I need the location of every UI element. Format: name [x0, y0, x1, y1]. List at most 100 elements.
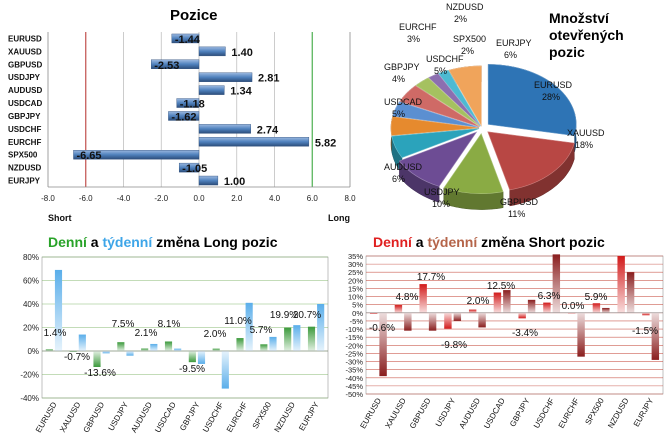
short-title-weekly: týdenní: [427, 234, 478, 250]
short-ytick-label: -10%: [345, 325, 363, 334]
long-bar-denn--usdjpy: [117, 342, 125, 351]
short-bar-denn--gbpusd: [419, 284, 427, 313]
long-bar-t-denn--gbpjpy: [197, 351, 206, 364]
short-title-daily: Denní: [373, 234, 412, 250]
long-bar-denn--usdchf: [212, 348, 220, 351]
short-xtick-label: AUDUSD: [457, 396, 482, 430]
short-ytick-label: 35%: [348, 252, 363, 261]
short-bar-denn--xauusd: [394, 305, 403, 313]
long-xtick-label: USDCAD: [153, 400, 178, 434]
pie-label-value: 6%: [392, 174, 405, 184]
pozice-value-label: 2.81: [258, 73, 279, 85]
short-title-and: a: [411, 234, 428, 250]
pozice-value-label: -2.53: [154, 60, 179, 72]
long-xtick-label: USDJPY: [107, 400, 131, 432]
pozice-category-label: AUDUSD: [8, 86, 42, 95]
short-ytick-label: -5%: [350, 317, 364, 326]
short-data-label: -1.5%: [632, 326, 658, 337]
long-change-title: Denní a týdenní změna Long pozic: [48, 234, 277, 250]
short-bar-t-denn--spx500: [602, 307, 610, 313]
short-bar-denn--usdchf: [543, 302, 551, 313]
short-bar-t-denn--usdchf: [552, 254, 561, 313]
pozice-value-label: 1.00: [224, 176, 245, 188]
long-data-label: 19.9%: [270, 310, 298, 321]
short-ytick-label: -20%: [345, 341, 363, 350]
short-bar-denn--eurchf: [567, 312, 576, 314]
short-data-label: 0.0%: [562, 301, 585, 312]
pozice-category-label: SPX500: [8, 151, 38, 160]
long-bar-denn--spx500: [260, 344, 268, 351]
pozice-xtick-label: 0.0: [193, 194, 205, 203]
long-bar-denn--eurusd: [45, 349, 53, 351]
pie-label-value: 2%: [454, 14, 467, 24]
long-bar-denn--usdcad: [164, 341, 173, 351]
mnozstvi-title-line-1: Množství: [549, 10, 609, 26]
short-xtick-label: GBPUSD: [408, 396, 433, 430]
short-data-label: 2.0%: [467, 296, 490, 307]
short-ytick-label: -50%: [345, 390, 363, 399]
pozice-xtick-label: -8.0: [41, 194, 55, 203]
long-bar-t-denn--usdchf: [221, 351, 229, 389]
long-bar-t-denn--usdcad: [174, 348, 182, 351]
short-xtick-label: XAUUSD: [383, 396, 408, 430]
long-ytick-label: 60%: [23, 277, 39, 286]
long-bar-t-denn--nzdusd: [293, 325, 301, 351]
pie-slice-eurjpy: [448, 65, 482, 128]
long-bar-denn--eurjpy: [307, 326, 316, 351]
mnozstvi-title-line-2: otevřených: [549, 27, 624, 43]
pozice-value-label: -6.65: [76, 150, 101, 162]
short-xtick-label: GBPJPY: [508, 396, 532, 428]
pozice-xtick-label: -6.0: [79, 194, 93, 203]
pozice-category-label: EURCHF: [8, 138, 41, 147]
long-data-label: 20.7%: [293, 310, 321, 321]
pozice-value-label: 5.82: [315, 137, 336, 149]
long-change-panel: Denní a týdenní změna Long pozic -40% -20…: [0, 230, 333, 435]
pozice-value-label: -1.62: [171, 111, 196, 123]
pozice-category-label: USDJPY: [8, 73, 41, 82]
short-data-label: 12.5%: [487, 281, 515, 292]
pozice-long-label: Long: [328, 213, 350, 223]
long-data-label: -0.7%: [64, 352, 90, 363]
pie-slice-xauusd: [487, 131, 575, 191]
pozice-category-label: EURUSD: [8, 34, 42, 43]
long-title-weekly: týdenní: [102, 234, 153, 250]
pie-label-name: EURJPY: [496, 38, 532, 48]
long-data-label: -13.6%: [84, 368, 116, 379]
long-ytick-label: -40%: [20, 394, 39, 403]
pie-label-value: 6%: [504, 50, 517, 60]
pozice-bar-eurjpy: [198, 175, 219, 186]
pie-slice-gbpusd: [443, 132, 504, 194]
pozice-xtick-label: 4.0: [269, 194, 281, 203]
pie-label-value: 18%: [575, 140, 593, 150]
pie-label-name: AUDUSD: [384, 162, 423, 172]
long-bar-denn--gbpusd: [93, 351, 101, 367]
short-title-rest: změna Short pozic: [477, 234, 605, 250]
long-xtick-label: GBPJPY: [178, 400, 202, 432]
long-xtick-label: GBPUSD: [82, 400, 107, 434]
long-bar-t-denn--usdjpy: [126, 351, 134, 356]
short-bar-t-denn--gbpjpy: [527, 299, 536, 313]
pie-label-value: 5%: [392, 109, 405, 119]
pozice-bar-xauusd: [198, 46, 226, 57]
pie-label-value: 28%: [542, 92, 560, 102]
long-ytick-label: 80%: [23, 253, 39, 262]
short-ytick-label: 0%: [352, 309, 363, 318]
short-xtick-label: SPX500: [583, 396, 606, 426]
short-ytick-label: 15%: [348, 284, 363, 293]
short-bar-denn--eurusd: [369, 312, 378, 314]
short-bar-denn--gbpjpy: [518, 312, 526, 319]
pie-slice-usdcad: [390, 116, 480, 136]
short-xtick-label: USDCHF: [532, 396, 557, 429]
long-bar-t-denn--spx500: [269, 336, 277, 351]
short-change-panel: Denní a týdenní změna Short pozic -50% -4…: [333, 230, 667, 435]
long-bar-t-denn--xauusd: [78, 334, 86, 351]
short-data-label: 6.3%: [538, 291, 561, 302]
pozice-bar-nzdusd: [178, 162, 200, 173]
long-xtick-label: AUDUSD: [129, 400, 154, 434]
pozice-category-label: USDCAD: [8, 99, 42, 108]
short-xtick-label: EURJPY: [632, 396, 656, 428]
long-ytick-label: 20%: [23, 324, 39, 333]
pie-label-name: SPX500: [453, 34, 486, 44]
mnozstvi-chart: EURUSD 28% XAUUSD 18% GBPUSD 11% USDJPY 10% AUDU…: [384, 2, 605, 219]
short-bar-denn--usdjpy: [444, 312, 452, 329]
